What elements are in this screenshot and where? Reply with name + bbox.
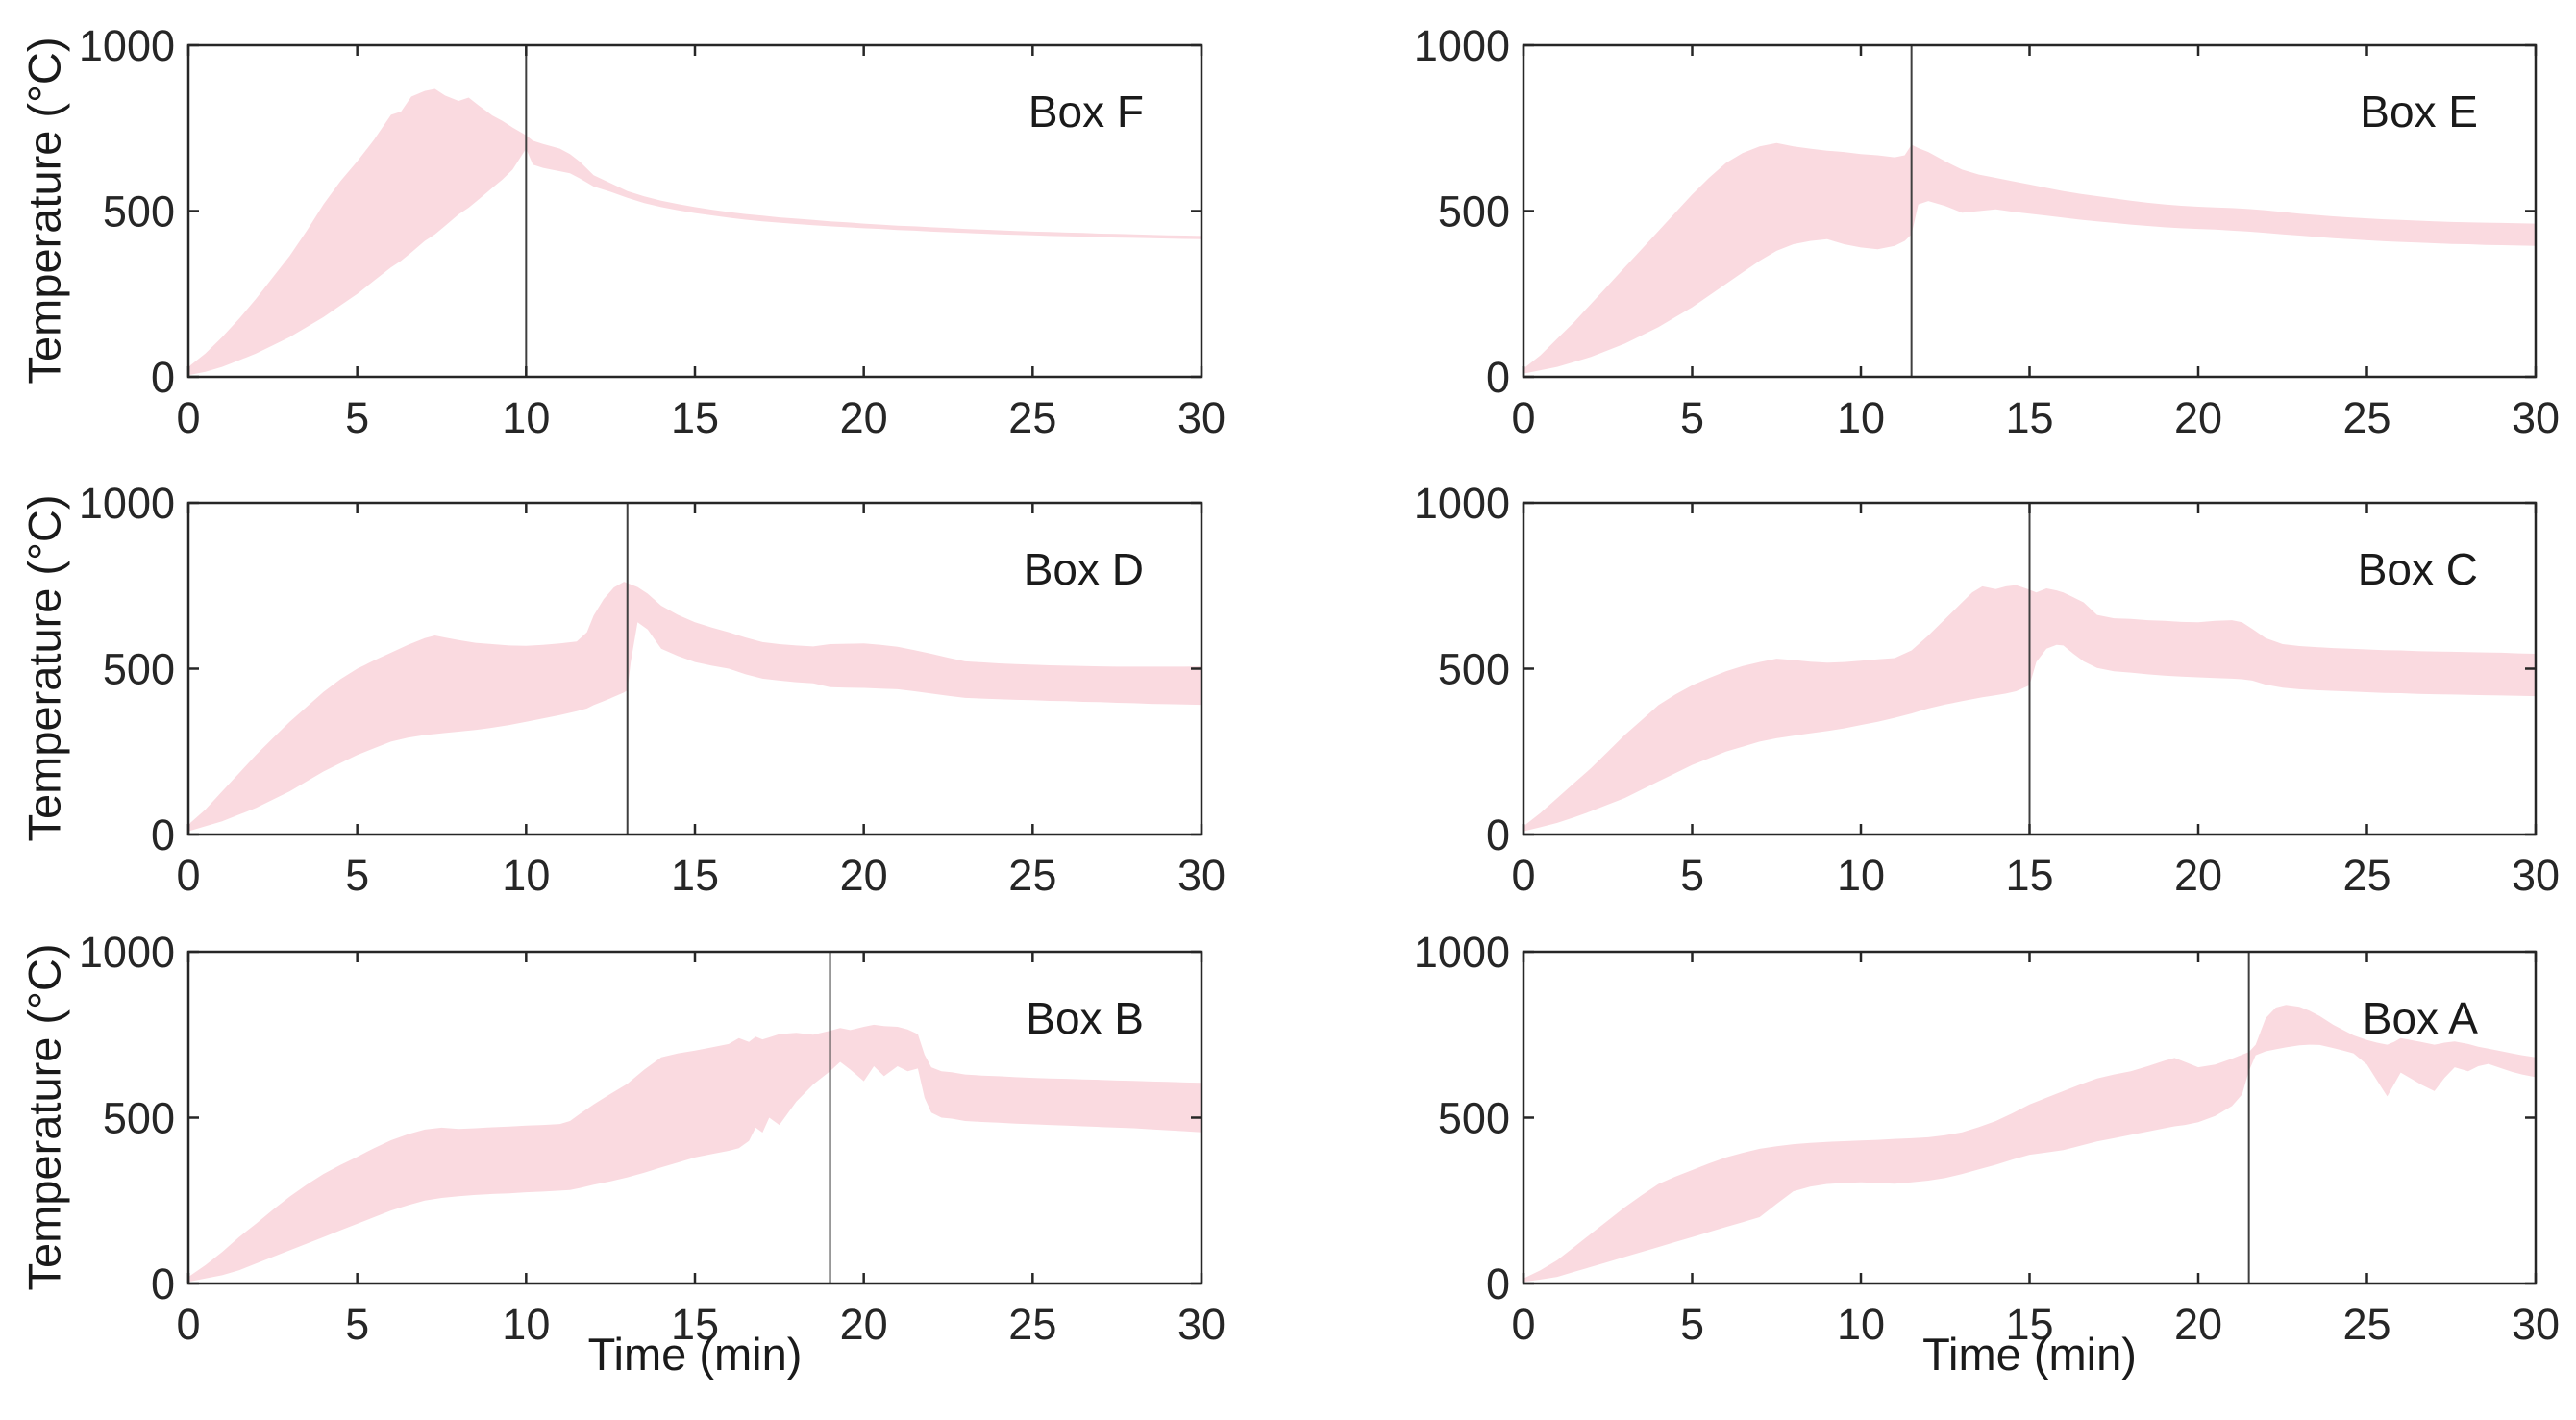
y-tick-label: 1000 <box>1414 479 1510 528</box>
x-tick-label: 10 <box>1837 393 1885 442</box>
y-tick-label: 500 <box>1438 645 1510 694</box>
y-axis-title: Temperature (°C) <box>18 943 70 1291</box>
x-tick-label: 15 <box>671 1300 719 1349</box>
x-tick-label: 15 <box>671 851 719 900</box>
y-axis-title: Temperature (°C) <box>18 37 70 385</box>
y-tick-label: 0 <box>1486 1259 1510 1308</box>
x-tick-label: 10 <box>502 393 550 442</box>
y-tick-label: 1000 <box>1414 21 1510 70</box>
x-tick-label: 0 <box>1511 1300 1535 1349</box>
x-tick-label: 30 <box>1177 851 1226 900</box>
y-tick-label: 0 <box>151 353 175 402</box>
y-tick-label: 1000 <box>1414 928 1510 977</box>
temperature-band <box>1523 585 2536 832</box>
temperature-band <box>188 582 1201 832</box>
panel-box-a: 0 5 10 15 20 25 30 0 500 1000 Time (min) Box A <box>1288 907 2576 1420</box>
x-tick-label: 25 <box>1008 1300 1056 1349</box>
x-tick-label: 10 <box>502 1300 550 1349</box>
x-tick-label: 0 <box>176 851 200 900</box>
chart-box-d: 0 5 10 15 20 25 30 0 500 1000 <box>79 479 1226 900</box>
x-tick-label: 10 <box>1837 851 1885 900</box>
x-tick-label: 15 <box>2005 1300 2053 1349</box>
x-tick-label: 20 <box>840 393 888 442</box>
panel-box-d: 0 5 10 15 20 25 30 0 500 1000 Temperature (°C) Bo… <box>0 458 1288 971</box>
x-tick-label: 20 <box>840 851 888 900</box>
x-tick-label: 0 <box>1511 393 1535 442</box>
x-tick-label: 5 <box>345 393 369 442</box>
y-tick-label: 1000 <box>79 928 175 977</box>
chart-box-c: 0 5 10 15 20 25 30 0 500 1000 <box>1414 479 2560 900</box>
x-tick-label: 25 <box>2342 851 2390 900</box>
x-axis-title: Time (min) <box>587 1329 803 1380</box>
x-tick-label: 5 <box>1680 1300 1704 1349</box>
x-tick-label: 30 <box>1177 393 1226 442</box>
y-tick-label: 1000 <box>79 21 175 70</box>
temperature-band <box>1523 142 2536 374</box>
x-tick-label: 15 <box>2005 393 2053 442</box>
panel-box-c: 0 5 10 15 20 25 30 0 500 1000 Box C <box>1288 458 2576 971</box>
x-tick-label: 25 <box>1008 393 1056 442</box>
x-tick-label: 30 <box>1177 1300 1226 1349</box>
y-tick-label: 500 <box>103 1094 175 1143</box>
x-tick-label: 20 <box>2174 393 2222 442</box>
y-tick-label: 500 <box>1438 187 1510 237</box>
y-tick-label: 0 <box>151 1259 175 1308</box>
panel-label-box-d: Box D <box>1023 544 1144 594</box>
x-tick-label: 0 <box>176 393 200 442</box>
x-tick-label: 5 <box>345 851 369 900</box>
chart-box-e: 0 5 10 15 20 25 30 0 500 1000 <box>1414 21 2560 442</box>
panel-box-e: 0 5 10 15 20 25 30 0 500 1000 Box E <box>1288 0 2576 513</box>
y-axis-title: Temperature (°C) <box>18 494 70 842</box>
panel-box-b: 0 5 10 15 20 25 30 0 500 1000 Temperature (°C) Ti… <box>0 907 1288 1420</box>
y-tick-label: 500 <box>1438 1094 1510 1143</box>
x-tick-label: 25 <box>2342 1300 2390 1349</box>
x-tick-label: 10 <box>502 851 550 900</box>
x-tick-label: 25 <box>2342 393 2390 442</box>
temperature-band <box>1523 1005 2536 1283</box>
x-tick-label: 30 <box>2512 1300 2560 1349</box>
x-tick-label: 15 <box>2005 851 2053 900</box>
panel-label-box-f: Box F <box>1028 87 1144 137</box>
chart-box-b: 0 5 10 15 20 25 30 0 500 1000 <box>79 928 1226 1349</box>
x-tick-label: 20 <box>840 1300 888 1349</box>
y-tick-label: 500 <box>103 187 175 237</box>
x-tick-label: 0 <box>176 1300 200 1349</box>
x-axis-title: Time (min) <box>1922 1329 2137 1380</box>
x-tick-label: 25 <box>1008 851 1056 900</box>
x-tick-label: 20 <box>2174 851 2222 900</box>
panel-box-f: 0 5 10 15 20 25 30 0 500 1000 Temperature (°C) Bo… <box>0 0 1288 513</box>
y-tick-label: 1000 <box>79 479 175 528</box>
x-tick-label: 20 <box>2174 1300 2222 1349</box>
x-tick-label: 5 <box>1680 851 1704 900</box>
x-tick-label: 10 <box>1837 1300 1885 1349</box>
x-tick-label: 30 <box>2512 393 2560 442</box>
panel-label-box-c: Box C <box>2357 544 2478 594</box>
y-tick-label: 0 <box>151 810 175 859</box>
x-tick-label: 5 <box>1680 393 1704 442</box>
panel-label-box-b: Box B <box>1026 993 1144 1043</box>
y-tick-label: 0 <box>1486 353 1510 402</box>
x-tick-label: 15 <box>671 393 719 442</box>
y-tick-label: 0 <box>1486 810 1510 859</box>
x-tick-label: 0 <box>1511 851 1535 900</box>
panel-label-box-e: Box E <box>2360 87 2478 137</box>
x-tick-label: 5 <box>345 1300 369 1349</box>
temperature-band <box>188 1024 1201 1283</box>
x-tick-label: 30 <box>2512 851 2560 900</box>
chart-box-f: 0 5 10 15 20 25 30 0 500 1000 <box>79 21 1226 442</box>
temperature-band <box>188 88 1201 376</box>
chart-box-a: 0 5 10 15 20 25 30 0 500 1000 <box>1414 928 2560 1349</box>
y-tick-label: 500 <box>103 645 175 694</box>
panel-label-box-a: Box A <box>2362 993 2478 1043</box>
